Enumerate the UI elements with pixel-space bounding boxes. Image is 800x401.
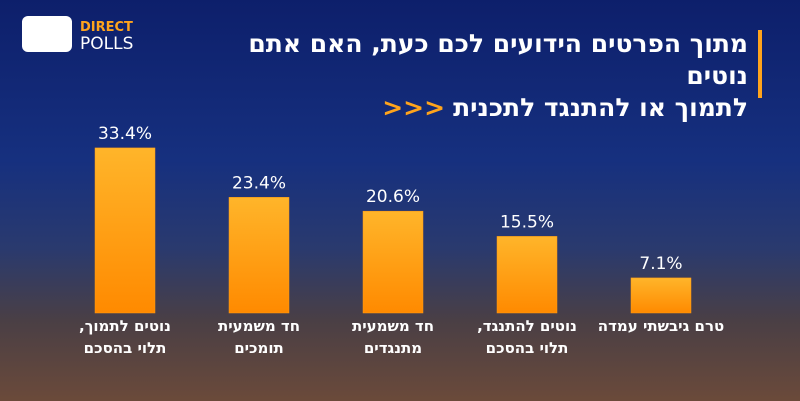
category-label: חד משמעית [218,317,300,335]
value-label: 15.5% [500,212,554,232]
title-line: לתמוך או להתנגד לתכנית<<< [188,92,748,124]
bar [94,147,156,314]
value-label: 7.1% [639,254,682,274]
logo-text: POLLS [80,34,134,54]
category-label: נוטים להתנגד, [477,317,577,335]
category-label: תומכים [234,339,284,357]
category-label: טרם גיבשתי עמדה [598,317,724,335]
title-marker: <<< [382,93,446,122]
category-label: נוטים לתמוך, [79,317,171,335]
value-label: 23.4% [232,173,286,193]
value-label: 20.6% [366,187,420,207]
title-line: מתוך הפרטים הידועים לכם כעת, האם אתם נוט… [248,29,748,90]
bar [630,277,692,314]
logo-icon [22,16,72,52]
bar [496,236,558,314]
category-label: חד משמעית [352,317,434,335]
value-label: 33.4% [98,124,152,144]
accent-bar [758,30,762,98]
bar [362,210,424,314]
bar [228,197,290,314]
category-label: תלוי בהסכם [84,339,167,357]
title-line: לתמוך או להתנגד לתכנית [453,93,748,122]
category-label: תלוי בהסכם [486,339,569,357]
logo-text: DIRECT [80,20,133,35]
category-label: מתנגדים [364,339,422,357]
chart-title: מתוך הפרטים הידועים לכם כעת, האם אתם נוט… [188,28,748,124]
